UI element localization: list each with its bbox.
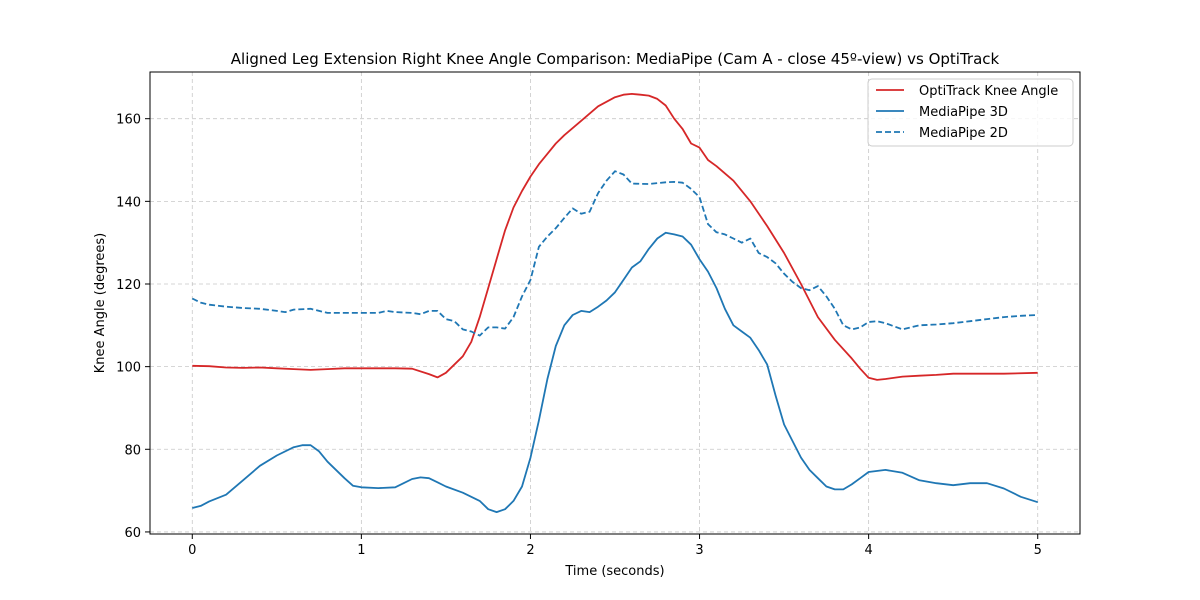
x-tick-label: 3 [695, 543, 703, 558]
y-axis-label: Knee Angle (degrees) [93, 233, 108, 374]
plot-area: 0 1 2 3 4 5 60 80 100 120 140 160 [116, 71, 1081, 558]
y-tick-label: 120 [116, 278, 141, 293]
x-tick-label: 5 [1034, 543, 1042, 558]
legend-frame [867, 78, 1074, 147]
legend-label: MediaPipe 2D [919, 126, 1008, 141]
series-line-1 [192, 231, 1038, 513]
legend: OptiTrack Knee Angle MediaPipe 3D MediaPip… [867, 78, 1074, 147]
x-axis-ticks: 0 1 2 3 4 5 [188, 534, 1042, 558]
legend-label: MediaPipe 3D [919, 105, 1008, 120]
y-axis-ticks: 60 80 100 120 140 160 [116, 113, 150, 541]
series-line-2 [191, 170, 1038, 337]
grid [150, 72, 1080, 534]
x-tick-label: 1 [357, 543, 365, 558]
y-tick-label: 160 [116, 113, 141, 128]
x-tick-label: 4 [864, 543, 872, 558]
x-axis-label: Time (seconds) [564, 564, 664, 579]
x-tick-label: 2 [526, 543, 534, 558]
axes-frame [149, 71, 1081, 535]
chart-title: Aligned Leg Extension Right Knee Angle C… [231, 50, 1000, 68]
y-tick-label: 100 [116, 361, 141, 376]
y-tick-label: 140 [116, 195, 141, 210]
series-lines [191, 93, 1038, 513]
y-tick-label: 60 [124, 526, 141, 541]
y-tick-label: 80 [124, 443, 141, 458]
series-line-0 [192, 93, 1038, 381]
x-tick-label: 0 [188, 543, 196, 558]
legend-label: OptiTrack Knee Angle [919, 84, 1058, 99]
